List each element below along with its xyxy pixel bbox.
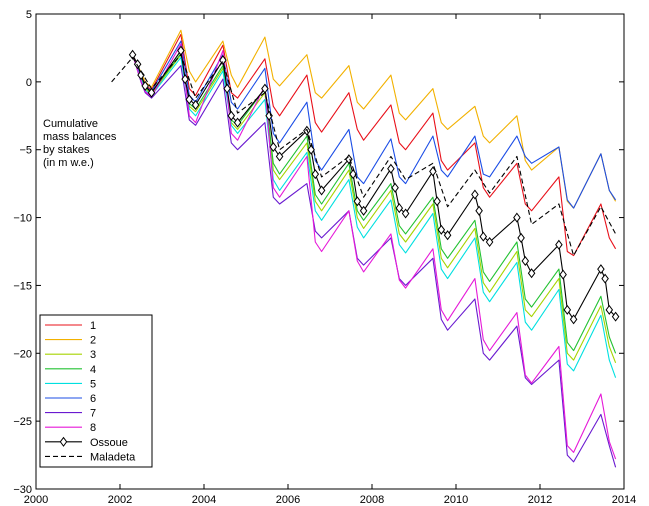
legend-label: 3 [90, 349, 96, 361]
data-point [387, 163, 395, 174]
data-point [147, 87, 156, 98]
data-point [317, 185, 326, 196]
legend-marker [59, 436, 68, 447]
data-point [233, 117, 242, 128]
annotation-line: by stakes [43, 144, 90, 156]
annotation-line: Cumulative [43, 118, 98, 130]
x-tick-label: 2004 [192, 494, 216, 506]
data-point [401, 208, 410, 219]
data-point [353, 196, 362, 207]
data-point [479, 231, 488, 242]
axes-frame [35, 13, 625, 490]
data-point [597, 264, 605, 275]
data-point [569, 314, 578, 325]
data-point [391, 182, 399, 193]
y-tick-label: −15 [13, 280, 32, 292]
series-line-5 [132, 54, 617, 378]
legend-label: 4 [90, 364, 96, 376]
legend-label: 2 [90, 335, 96, 347]
data-point [269, 141, 278, 153]
series-line-6 [132, 40, 617, 209]
legend-label: Ossoue [90, 437, 128, 449]
series-line-2 [132, 29, 617, 209]
data-point [133, 59, 142, 70]
x-tick-label: 2008 [360, 494, 384, 506]
data-point [311, 169, 320, 180]
data-point [191, 99, 200, 110]
y-tick-label: −5 [19, 145, 32, 157]
legend-label: Maladeta [90, 451, 136, 463]
x-tick-label: 2012 [528, 494, 552, 506]
data-point [359, 205, 368, 216]
data-point [227, 110, 236, 121]
x-tick-label: 2002 [108, 494, 132, 506]
data-point [605, 304, 614, 315]
data-point [517, 232, 525, 243]
legend-label: 8 [90, 422, 96, 434]
data-point [275, 151, 284, 162]
data-point [563, 304, 572, 315]
data-point [443, 230, 452, 241]
data-point [185, 94, 194, 105]
data-point [437, 224, 446, 235]
legend-label: 7 [90, 408, 96, 420]
legend-label: 1 [90, 320, 96, 332]
legend-label: 5 [90, 378, 96, 390]
series-line-8 [132, 43, 617, 460]
y-tick-label: 0 [26, 77, 32, 89]
series-line-ossoue [132, 50, 617, 320]
y-tick-label: −20 [13, 348, 32, 360]
data-point [521, 255, 530, 267]
series-line-maladeta [111, 54, 617, 257]
series-line-3 [132, 54, 617, 363]
series-line-1 [132, 33, 617, 257]
series-line-7 [132, 54, 617, 468]
legend-label: 6 [90, 393, 96, 405]
x-tick-label: 2000 [24, 494, 48, 506]
axes: 2000 2002 2004 2006 2008 2010 2012 2014 5 0 −5 −10 −… [13, 9, 636, 506]
data-point [475, 205, 483, 216]
data-point [485, 236, 494, 248]
x-tick-label: 2006 [276, 494, 300, 506]
data-point [181, 74, 189, 85]
y-tick-label: −30 [13, 484, 32, 496]
data-point [555, 239, 563, 250]
data-point [513, 212, 521, 223]
data-point [128, 49, 137, 60]
y-tick-label: −10 [13, 213, 32, 225]
legend: 1 2 3 4 5 6 7 8 Ossoue Maladeta [39, 314, 153, 468]
data-point [219, 55, 227, 66]
data-point [223, 83, 231, 94]
data-point [559, 269, 567, 280]
annotation-line: mass balances [43, 131, 117, 143]
data-point [141, 80, 149, 91]
data-point [433, 196, 441, 207]
x-tick-label: 2010 [444, 494, 468, 506]
y-tick-label: 5 [26, 9, 32, 21]
y-tick-label: −25 [13, 416, 32, 428]
data-point [527, 268, 536, 279]
annotation-line: (in m w.e.) [43, 157, 94, 169]
x-tick-label: 2014 [612, 494, 636, 506]
data-point [601, 273, 609, 284]
data-point [611, 311, 620, 322]
data-point [395, 203, 404, 214]
plot-area [111, 29, 620, 468]
data-point [349, 169, 357, 180]
data-point [471, 189, 479, 200]
